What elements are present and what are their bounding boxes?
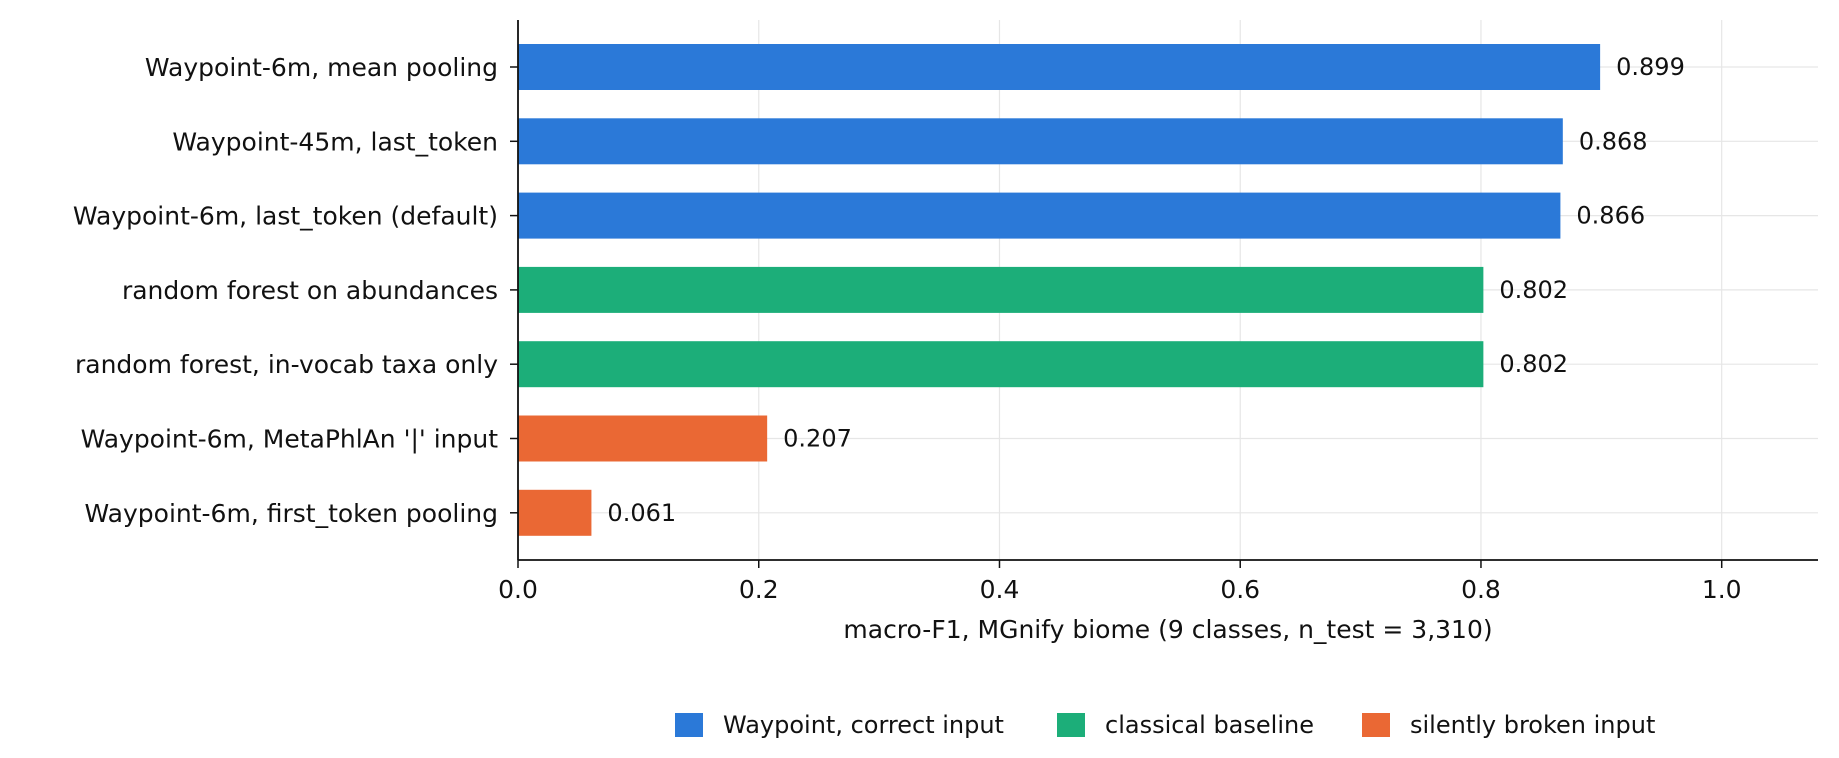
x-tick-label: 0.2 <box>739 575 779 604</box>
bar-value-label: 0.866 <box>1576 202 1645 230</box>
bar <box>518 489 592 536</box>
category-label: Waypoint-6m, mean pooling <box>145 53 498 82</box>
labels: 0.899 Waypoint-6m, mean pooling 0.868 Waypo… <box>73 53 1685 528</box>
bar-value-label: 0.061 <box>607 499 676 527</box>
category-label: Waypoint-6m, MetaPhlAn '|' input <box>81 425 499 454</box>
legend-label: silently broken input <box>1410 711 1655 739</box>
x-tick-label: 0.8 <box>1461 575 1501 604</box>
bar-value-label: 0.207 <box>783 425 852 453</box>
bar <box>518 266 1484 313</box>
legend-swatch <box>1362 713 1390 737</box>
legend-label: Waypoint, correct input <box>723 711 1004 739</box>
category-label: Waypoint-45m, last_token <box>172 127 498 156</box>
category-label: Waypoint-6m, last_token (default) <box>73 202 498 231</box>
x-tick-label: 1.0 <box>1702 575 1742 604</box>
bar <box>518 118 1563 165</box>
x-axis-label: macro-F1, MGnify biome (9 classes, n_tes… <box>843 615 1492 644</box>
bar-value-label: 0.899 <box>1616 53 1685 81</box>
x-tick-label: 0.4 <box>980 575 1020 604</box>
legend-label: classical baseline <box>1105 711 1314 739</box>
legend-swatch <box>1057 713 1085 737</box>
bar <box>518 415 768 462</box>
bar-value-label: 0.802 <box>1499 350 1568 378</box>
bar <box>518 44 1601 90</box>
axes: 0.0 0.2 0.4 0.6 0.8 1.0 <box>498 20 1818 604</box>
bar <box>518 192 1561 239</box>
category-label: random forest on abundances <box>122 276 498 305</box>
legend: Waypoint, correct input classical baselin… <box>675 711 1655 739</box>
legend-swatch <box>675 713 703 737</box>
category-label: random forest, in-vocab taxa only <box>75 350 498 379</box>
x-tick-label: 0.6 <box>1220 575 1260 604</box>
x-tick-label: 0.0 <box>498 575 538 604</box>
bar-value-label: 0.802 <box>1499 276 1568 304</box>
category-label: Waypoint-6m, first_token pooling <box>85 499 498 528</box>
bars <box>518 44 1601 536</box>
bar-value-label: 0.868 <box>1579 127 1648 155</box>
bar <box>518 341 1484 388</box>
